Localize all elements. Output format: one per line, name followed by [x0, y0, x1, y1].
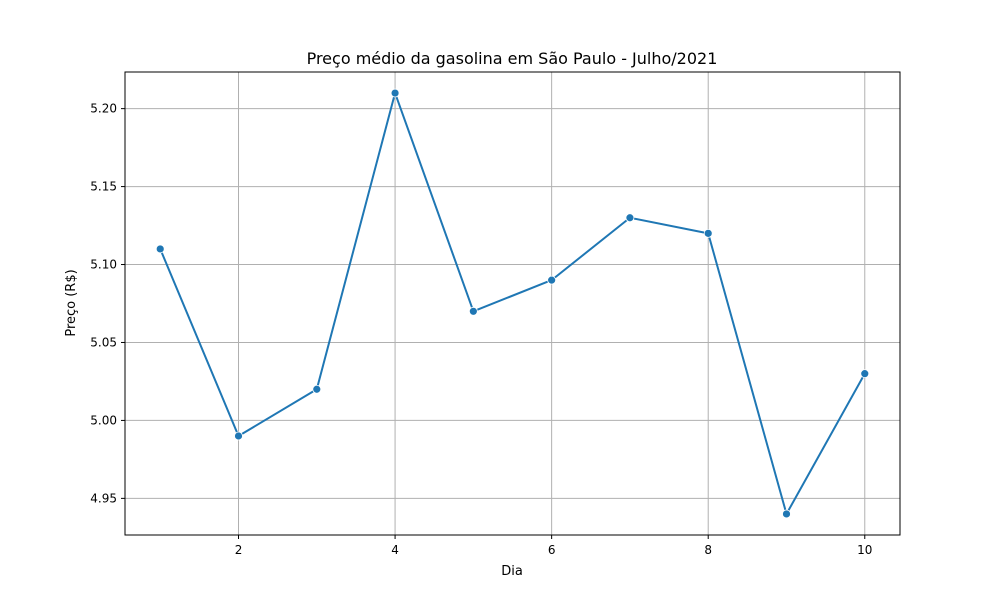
y-tick-label: 4.95 [90, 491, 117, 505]
data-point [860, 369, 870, 379]
x-tick-label: 2 [235, 543, 243, 557]
x-tick-label: 6 [548, 543, 556, 557]
data-point [234, 431, 243, 441]
data-point [312, 384, 322, 394]
x-axis: 2 4 6 8 10 [235, 535, 872, 557]
y-tick-label: 5.15 [90, 180, 117, 194]
plot-frame [124, 71, 901, 536]
y-tick-label: 5.10 [90, 258, 117, 272]
data-point [390, 88, 400, 98]
series-line [159, 92, 866, 515]
data-point [468, 306, 478, 316]
x-tick-label: 8 [704, 543, 712, 557]
y-tick-label: 5.05 [90, 335, 117, 349]
x-tick-label: 4 [391, 543, 399, 557]
x-tick-label: 10 [857, 543, 872, 557]
data-point [155, 244, 165, 254]
grid-lines [125, 72, 900, 535]
data-point [782, 509, 791, 519]
y-axis-label: Preço (R$) [64, 269, 79, 336]
series-layer [155, 88, 870, 519]
data-point [625, 213, 635, 223]
data-point [703, 228, 713, 238]
y-axis: 4.95 5.00 5.05 5.10 5.15 5.20 [90, 102, 125, 505]
chart-title: Preço médio da gasolina em São Paulo - J… [307, 49, 718, 68]
y-tick-label: 5.00 [90, 413, 117, 427]
x-axis-label: Dia [501, 564, 523, 579]
data-point [547, 275, 557, 285]
y-tick-label: 5.20 [90, 102, 117, 116]
